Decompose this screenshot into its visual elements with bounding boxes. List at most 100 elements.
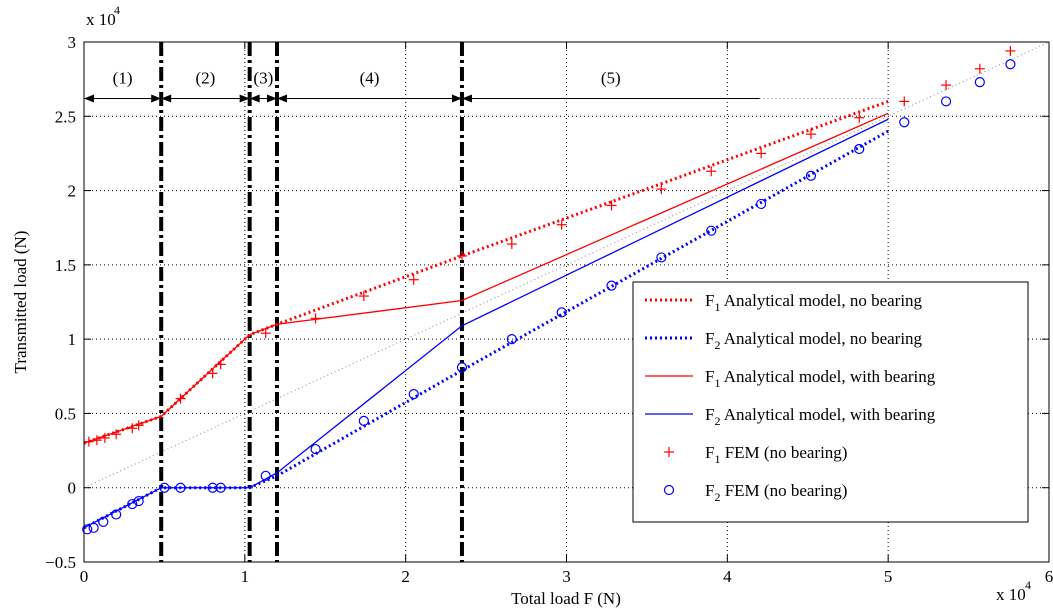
region-label: (5) xyxy=(601,69,621,88)
y-tick-label: 1 xyxy=(68,330,77,349)
data-point-plus xyxy=(91,435,102,446)
data-point-plus xyxy=(408,274,419,285)
data-point-circle xyxy=(606,280,617,291)
data-point-circle xyxy=(98,516,109,527)
data-point-circle xyxy=(1005,59,1016,70)
legend-entry: F2 FEM (no bearing) xyxy=(663,481,847,504)
legend-entry: F1 FEM (no bearing) xyxy=(664,443,847,466)
data-point-plus xyxy=(506,239,517,250)
y-scale-label: x 10 4 xyxy=(86,3,120,29)
series xyxy=(83,45,1016,447)
region-arrowhead xyxy=(161,94,172,103)
data-point-circle xyxy=(207,482,218,493)
data-point-circle xyxy=(706,225,717,236)
region-label: (3) xyxy=(253,69,273,88)
data-point-circle xyxy=(556,307,567,318)
y-tick-label: 1.5 xyxy=(55,256,76,275)
data-point-plus xyxy=(656,184,667,195)
legend-swatch xyxy=(663,484,675,496)
data-point-plus xyxy=(941,80,952,91)
y-axis-label: Transmitted load (N) xyxy=(11,231,30,374)
x-tick-label: 6 xyxy=(1045,567,1053,586)
data-point-plus xyxy=(215,359,226,370)
y-tick-label: 2.5 xyxy=(55,107,76,126)
legend-label: F2 Analytical model, with bearing xyxy=(705,405,936,428)
data-point-plus xyxy=(606,200,617,211)
legend-label: F1 Analytical model, with bearing xyxy=(705,367,936,390)
series xyxy=(83,112,889,444)
region-arrowhead xyxy=(249,94,260,103)
x-tick-label: 5 xyxy=(884,567,893,586)
region-arrowhead xyxy=(267,94,277,103)
data-point-circle xyxy=(215,482,226,493)
region-arrowhead xyxy=(151,94,162,103)
data-point-plus xyxy=(756,148,767,159)
data-point-plus xyxy=(556,219,567,230)
legend-entry: F2 Analytical model, with bearing xyxy=(645,405,936,428)
y-tick-label: 2 xyxy=(68,182,77,201)
region-arrowhead xyxy=(461,94,472,103)
region-arrowhead xyxy=(451,94,462,103)
data-point-circle xyxy=(805,170,817,181)
legend-entry: F2 Analytical model, no bearing xyxy=(645,329,923,352)
data-point-plus xyxy=(260,328,271,339)
data-point-circle xyxy=(756,198,767,210)
data-point-circle xyxy=(408,389,419,400)
svg-text:x 10: x 10 xyxy=(996,585,1026,604)
legend-label: F1 Analytical model, no bearing xyxy=(705,291,923,314)
x-tick-label: 0 xyxy=(80,567,89,586)
data-point-plus xyxy=(805,129,816,140)
data-point-circle xyxy=(854,143,865,155)
region-label: (1) xyxy=(113,69,133,88)
data-point-plus xyxy=(899,96,910,107)
data-point-circle xyxy=(940,96,952,107)
legend: F1 Analytical model, no bearing F2 Analyt… xyxy=(632,281,1029,523)
x-tick-label: 1 xyxy=(241,567,250,586)
legend-label: F1 FEM (no bearing) xyxy=(705,443,847,466)
data-point-circle xyxy=(456,362,468,373)
region-label: (2) xyxy=(196,69,216,88)
data-point-plus xyxy=(456,250,467,261)
data-point-circle xyxy=(133,495,144,507)
region-arrowhead xyxy=(84,94,94,103)
data-point-circle xyxy=(82,524,93,535)
legend-entry: F1 Analytical model, no bearing xyxy=(645,291,923,314)
svg-text:4: 4 xyxy=(114,3,120,17)
data-point-circle xyxy=(127,498,138,510)
series-line xyxy=(83,112,889,444)
data-point-plus xyxy=(111,429,122,440)
x-scale-label: x 10 4 xyxy=(996,578,1031,604)
y-tick-label: 3 xyxy=(68,33,77,52)
data-point-plus xyxy=(1005,45,1016,56)
y-tick-label: 0.5 xyxy=(55,404,76,423)
data-point-circle xyxy=(656,252,667,263)
legend-label: F2 Analytical model, no bearing xyxy=(705,329,923,352)
data-point-plus xyxy=(133,420,144,431)
svg-text:4: 4 xyxy=(1025,578,1031,592)
region-label: (4) xyxy=(360,69,380,88)
x-tick-label: 2 xyxy=(401,567,410,586)
data-point-circle xyxy=(974,77,985,88)
data-point-circle xyxy=(358,415,369,426)
data-point-plus xyxy=(854,112,865,123)
region-arrowhead xyxy=(239,94,250,103)
y-tick-label: 0 xyxy=(68,479,77,498)
x-tick-label: 4 xyxy=(723,567,732,586)
data-point-circle xyxy=(159,482,170,493)
legend-label: F2 FEM (no bearing) xyxy=(705,481,847,504)
data-point-plus xyxy=(706,166,717,177)
data-point-plus xyxy=(310,313,321,324)
series-group xyxy=(82,45,1016,535)
data-point-circle xyxy=(260,470,271,481)
data-point-circle xyxy=(899,117,910,128)
data-point-plus xyxy=(99,432,110,443)
data-point-circle xyxy=(506,334,517,345)
axis-ticks: 0 1 2 3 4 5 6−0.500.511.522.53 xyxy=(45,33,1053,586)
data-point-plus xyxy=(127,423,138,434)
series xyxy=(83,129,889,530)
data-point-circle xyxy=(175,482,186,493)
legend-box xyxy=(632,281,1029,523)
region-arrowhead xyxy=(277,94,287,103)
y-tick-label: −0.5 xyxy=(45,553,76,572)
series xyxy=(82,59,1016,535)
